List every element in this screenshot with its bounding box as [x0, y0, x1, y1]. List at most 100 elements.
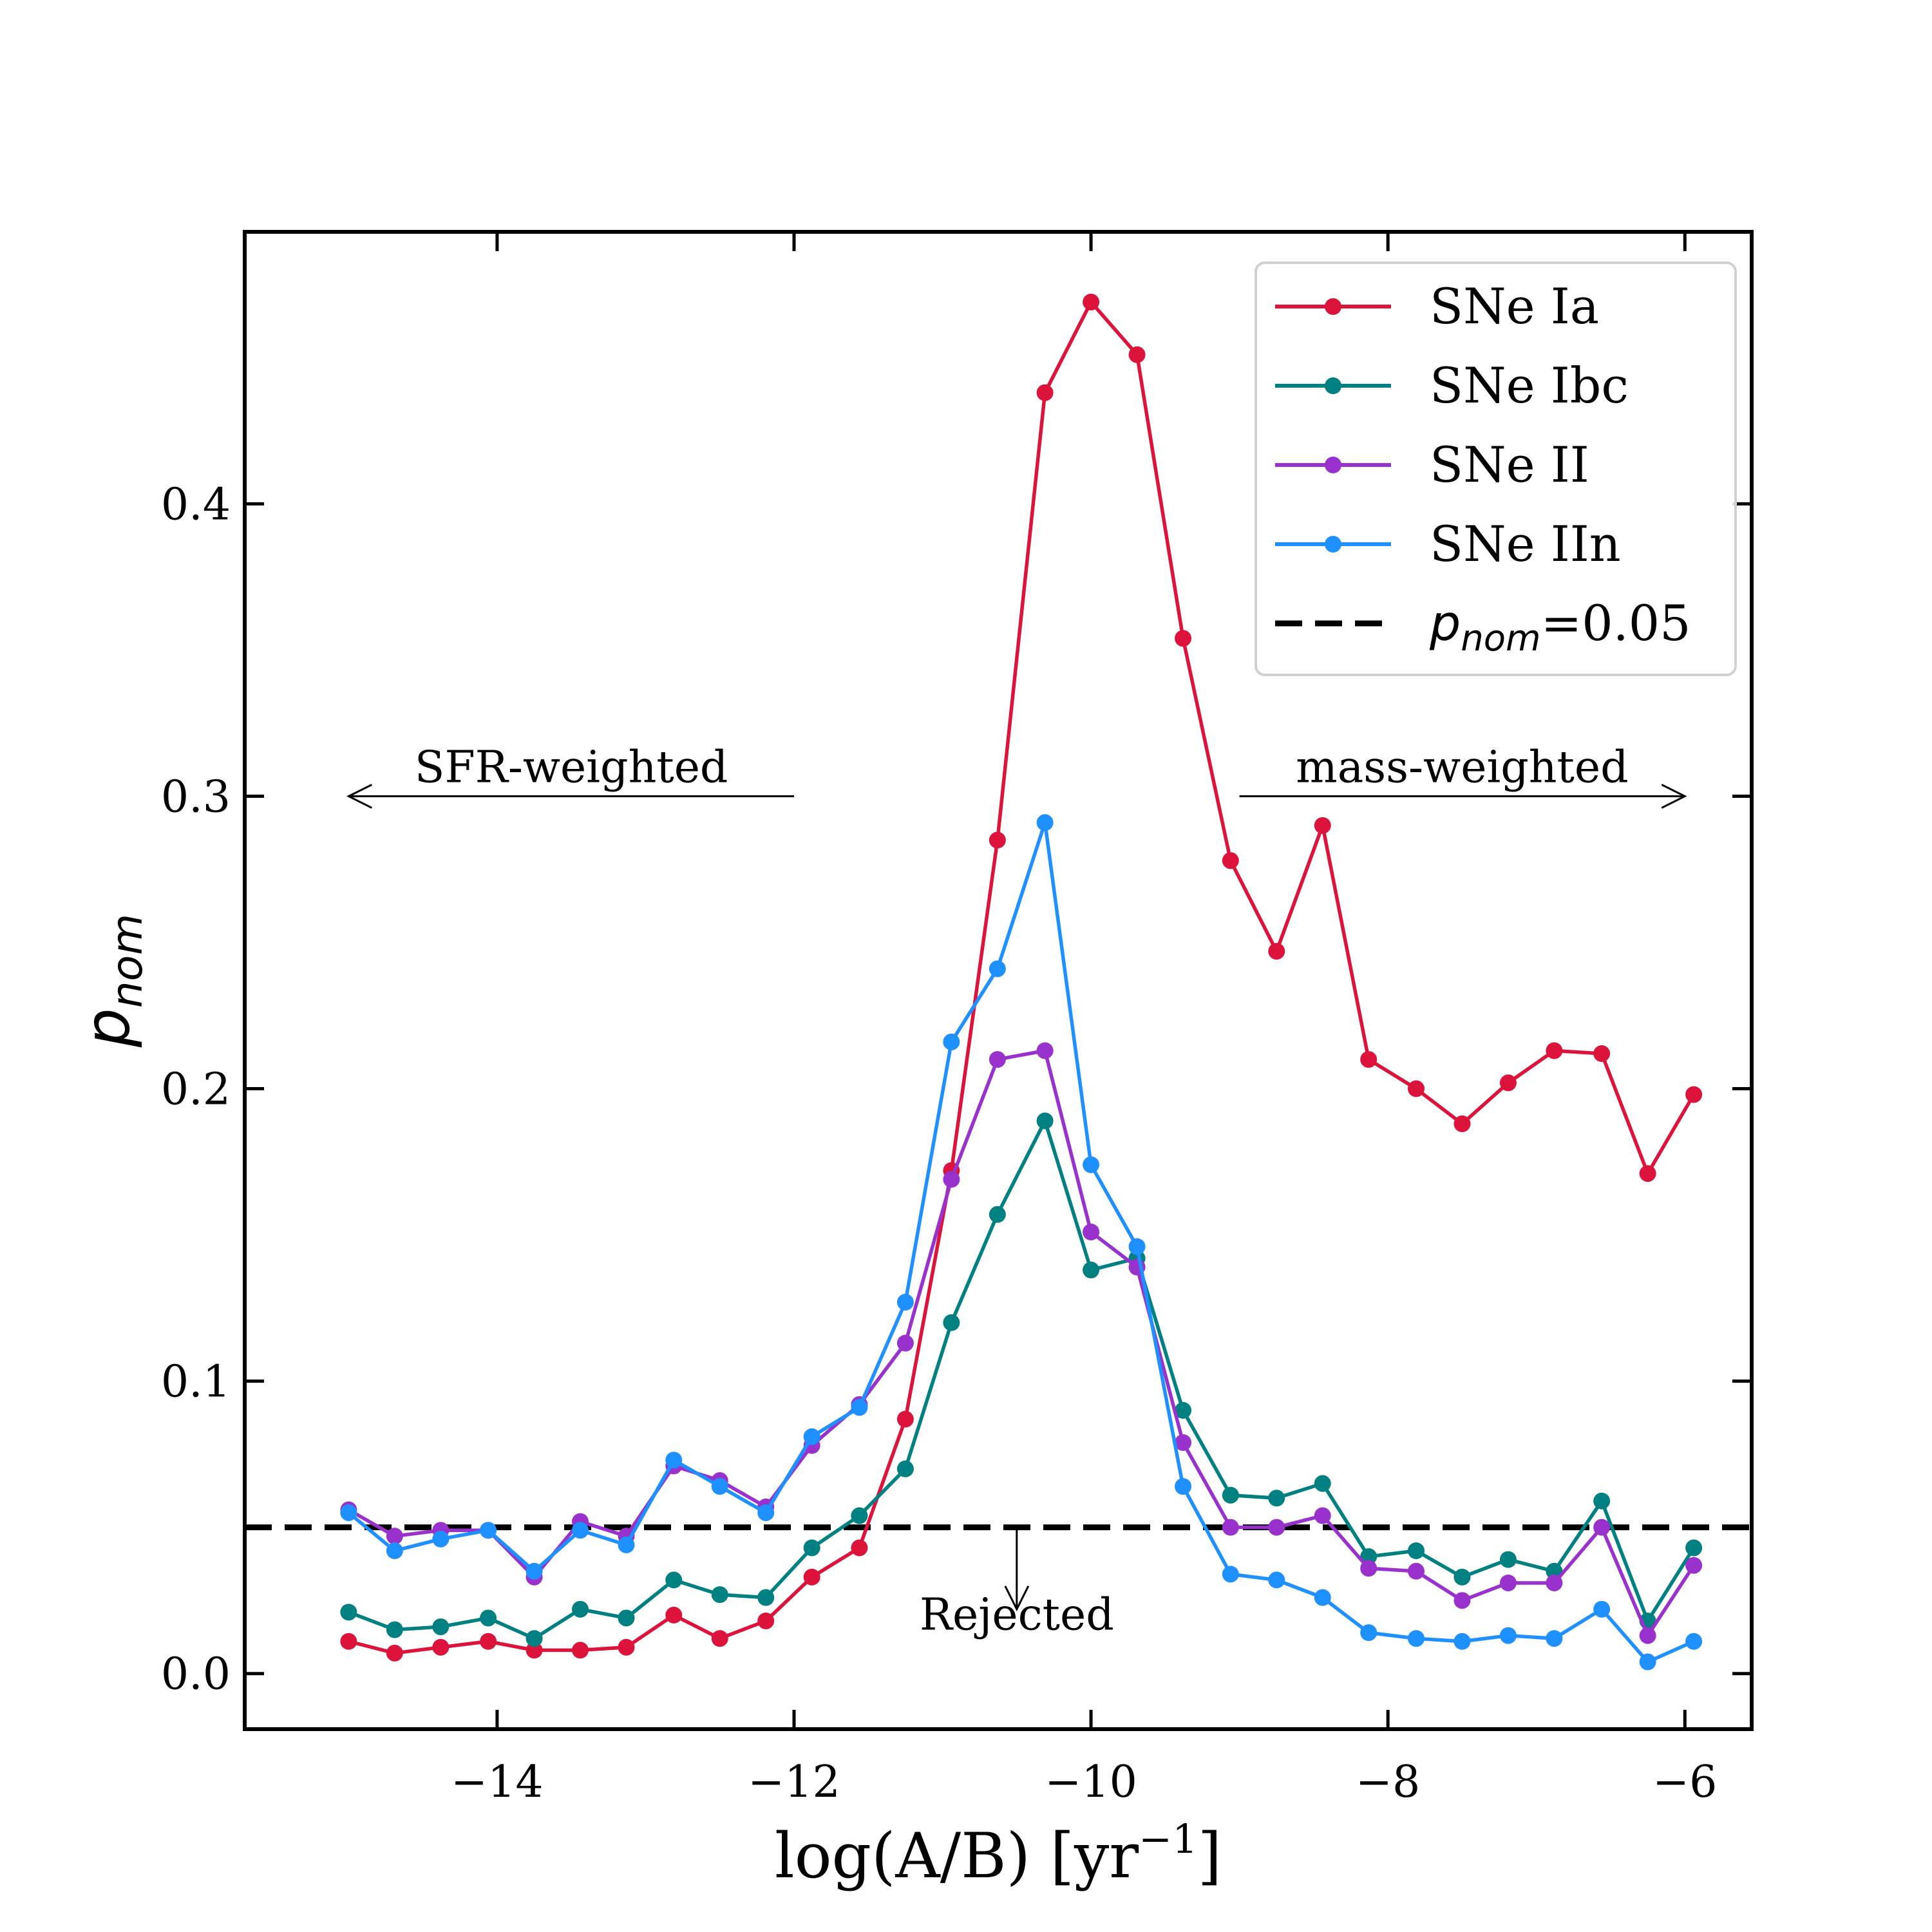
data-point-sne-ii — [1499, 1574, 1517, 1591]
y-tick-label: 0.2 — [161, 1065, 231, 1115]
data-point-sne-ia — [480, 1633, 497, 1650]
data-point-sne-ia — [851, 1539, 868, 1557]
data-point-sne-iin — [989, 960, 1006, 978]
data-point-sne-ibc — [1083, 1262, 1100, 1279]
data-point-sne-ii — [1036, 1042, 1054, 1059]
legend-label-threshold: pnom=0.05 — [1429, 594, 1690, 659]
data-point-sne-iin — [1499, 1627, 1517, 1644]
data-point-sne-ibc — [1454, 1568, 1471, 1586]
data-point-sne-ibc — [803, 1539, 820, 1557]
rejected-arrow-head — [1004, 1586, 1030, 1612]
data-point-sne-ia — [340, 1633, 357, 1650]
data-point-sne-ia — [1268, 943, 1285, 960]
data-point-sne-iin — [665, 1452, 683, 1469]
data-point-sne-ibc — [1407, 1542, 1425, 1559]
data-point-sne-ia — [1360, 1051, 1378, 1068]
legend-threshold-value: =0.05 — [1541, 594, 1691, 652]
data-point-sne-ibc — [665, 1571, 683, 1589]
x-tick-label: −14 — [451, 1757, 544, 1808]
y-tick-label: 0.1 — [161, 1357, 231, 1408]
data-point-sne-ia — [572, 1642, 589, 1659]
series-line-sne-iin — [347, 820, 1695, 1664]
data-point-sne-ia — [1685, 1086, 1703, 1103]
legend-label-sne-iin: SNe IIn — [1430, 515, 1621, 573]
data-point-sne-ia — [1639, 1165, 1656, 1182]
x-axis-title-main: log(A/B) [yr — [775, 1820, 1139, 1892]
data-point-sne-ia — [1175, 630, 1192, 647]
data-point-sne-iin — [572, 1522, 589, 1539]
data-point-sne-iin — [1175, 1478, 1192, 1495]
data-point-sne-iin — [1454, 1633, 1471, 1650]
data-point-sne-iin — [1546, 1630, 1563, 1647]
data-point-sne-ibc — [480, 1609, 497, 1627]
data-point-sne-ia — [1546, 1042, 1563, 1059]
data-point-sne-iin — [943, 1033, 960, 1050]
data-point-sne-iin — [896, 1294, 914, 1311]
legend-label-sne-ia: SNe Ia — [1430, 278, 1599, 335]
rejected-label: Rejected — [920, 1590, 1114, 1641]
data-point-sne-iin — [803, 1428, 820, 1445]
data-point-sne-ibc — [1268, 1490, 1285, 1507]
data-point-sne-iin — [1685, 1633, 1703, 1650]
data-point-sne-ibc — [1499, 1551, 1517, 1568]
data-point-sne-ii — [1268, 1519, 1285, 1536]
y-axis-title: pnom — [71, 914, 152, 1048]
data-point-sne-ibc — [340, 1604, 357, 1621]
data-point-sne-ia — [665, 1606, 683, 1624]
data-point-sne-ia — [432, 1638, 450, 1656]
data-point-sne-ibc — [711, 1586, 728, 1604]
mass-weighted-label: mass-weighted — [1296, 742, 1628, 793]
data-point-sne-ia — [1128, 346, 1146, 363]
data-point-sne-ii — [1083, 1224, 1100, 1241]
data-point-sne-ibc — [1314, 1475, 1331, 1492]
legend-marker-sne-ii — [1325, 457, 1341, 473]
data-point-sne-ii — [1222, 1519, 1239, 1536]
data-point-sne-ibc — [572, 1600, 589, 1618]
y-tick-label: 0.3 — [161, 772, 231, 822]
data-point-sne-ia — [711, 1630, 728, 1647]
data-point-sne-ii — [1360, 1560, 1378, 1577]
data-point-sne-ii — [1407, 1562, 1425, 1580]
data-point-sne-iin — [1036, 814, 1054, 831]
data-point-sne-iin — [618, 1536, 635, 1553]
series-line-sne-ii — [348, 1048, 1696, 1638]
data-point-sne-ia — [1036, 384, 1054, 401]
data-point-sne-ibc — [1360, 1548, 1378, 1566]
data-point-sne-ibc — [989, 1206, 1006, 1223]
legend-label-sne-ii: SNe II — [1430, 436, 1589, 493]
data-point-sne-iin — [1639, 1653, 1656, 1671]
y-tick-label: 0.4 — [161, 479, 231, 530]
data-point-sne-iin — [386, 1542, 403, 1559]
legend-threshold-sub: nom — [1461, 618, 1540, 659]
data-point-sne-iin — [1360, 1624, 1378, 1642]
x-tick-label: −6 — [1653, 1757, 1717, 1808]
x-axis-title-superscript: −1 — [1139, 1815, 1197, 1862]
data-point-sne-ibc — [526, 1630, 543, 1647]
data-point-sne-iin — [480, 1522, 497, 1539]
data-point-sne-ia — [1222, 852, 1239, 869]
legend-label-sne-ibc: SNe Ibc — [1430, 357, 1629, 414]
legend-threshold-p: p — [1429, 594, 1461, 652]
data-point-sne-ii — [1546, 1574, 1563, 1591]
sfr-weighted-label: SFR-weighted — [415, 742, 728, 793]
data-point-sne-ii — [989, 1051, 1006, 1068]
data-point-sne-ibc — [896, 1460, 914, 1477]
data-point-sne-ibc — [757, 1589, 775, 1606]
x-axis-title-end: ] — [1198, 1820, 1222, 1892]
legend-box — [1255, 261, 1737, 676]
data-point-sne-ibc — [618, 1609, 635, 1627]
data-point-sne-ibc — [851, 1507, 868, 1524]
data-point-sne-iin — [1083, 1156, 1100, 1173]
data-point-sne-ii — [386, 1528, 403, 1545]
data-point-sne-ia — [386, 1644, 403, 1662]
data-point-sne-ia — [1593, 1045, 1611, 1063]
data-point-sne-iin — [851, 1399, 868, 1416]
y-axis-title-main: p — [71, 1008, 144, 1048]
data-point-sne-iin — [757, 1504, 775, 1521]
data-point-sne-ia — [1454, 1115, 1471, 1133]
data-point-sne-ia — [526, 1642, 543, 1659]
data-point-sne-ibc — [1222, 1486, 1239, 1504]
data-point-sne-ibc — [386, 1621, 403, 1638]
data-point-sne-iin — [432, 1530, 450, 1548]
